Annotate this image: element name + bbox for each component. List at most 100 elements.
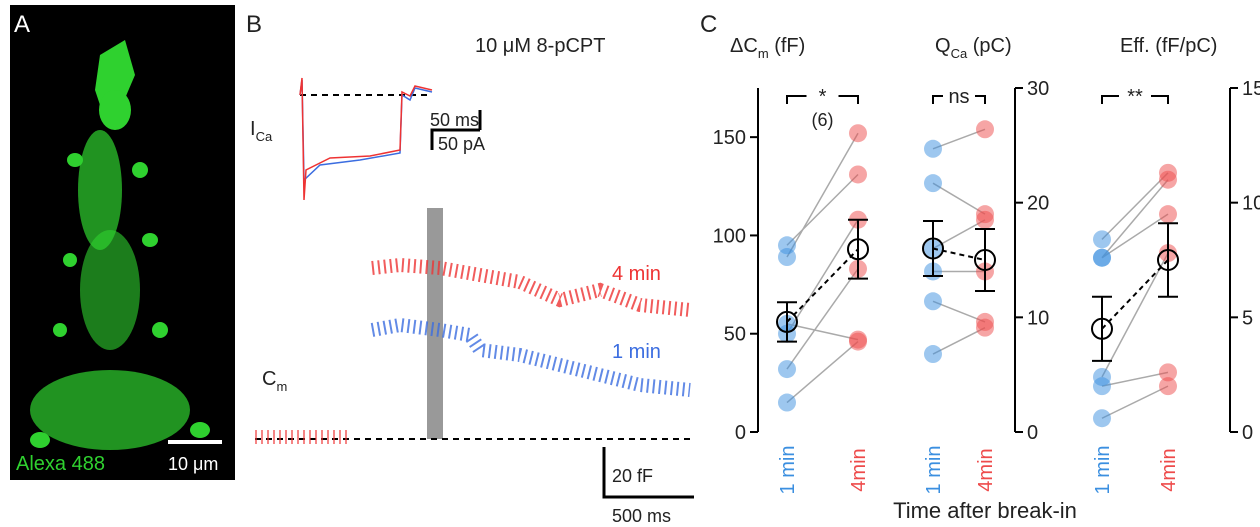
subscript: Ca bbox=[256, 129, 273, 144]
y-tick-label: 100 bbox=[713, 225, 746, 247]
pair-line bbox=[1101, 172, 1169, 240]
point bbox=[849, 330, 867, 349]
mean-point bbox=[922, 237, 944, 260]
pair-line bbox=[786, 341, 859, 404]
y-tick-label: 5 bbox=[1242, 307, 1253, 329]
mean-point bbox=[776, 310, 798, 333]
scale-label: 500 ms bbox=[612, 506, 671, 526]
point bbox=[976, 120, 994, 139]
mean-line bbox=[1101, 259, 1169, 330]
x-tick-label: 4min bbox=[1158, 448, 1180, 491]
panel-label: A bbox=[14, 11, 30, 38]
cm-label: Cm bbox=[262, 368, 287, 394]
scale-label: 50 ms bbox=[430, 110, 479, 130]
scale-label: 10 μm bbox=[168, 454, 218, 474]
point bbox=[976, 210, 994, 229]
pair-line bbox=[1101, 213, 1169, 259]
pair-line bbox=[786, 323, 859, 341]
title-main: ΔC bbox=[730, 35, 758, 57]
mean-point bbox=[1091, 317, 1113, 340]
y-tick-label: 50 bbox=[724, 324, 746, 346]
chart-title: ΔCm (fF) bbox=[730, 35, 805, 61]
significance: ** bbox=[1127, 86, 1143, 108]
point bbox=[924, 139, 942, 158]
point bbox=[924, 292, 942, 311]
y-tick-label: 0 bbox=[735, 422, 746, 444]
mean-line bbox=[786, 248, 859, 323]
significance: ns bbox=[948, 86, 969, 108]
label: I bbox=[250, 118, 256, 140]
point bbox=[924, 345, 942, 364]
title-unit: (fF/pC) bbox=[1150, 35, 1218, 57]
y-tick-label: 10 bbox=[1027, 307, 1049, 329]
cm-trace bbox=[370, 317, 691, 397]
bracket-gap bbox=[806, 93, 839, 99]
mean-point bbox=[1157, 249, 1179, 271]
title-main: Eff. bbox=[1120, 35, 1150, 57]
point bbox=[778, 360, 796, 379]
chart-title: QCa (pC) bbox=[935, 35, 1012, 61]
significance: * bbox=[819, 86, 827, 108]
point bbox=[849, 124, 867, 143]
x-tick-label: 4min bbox=[975, 448, 997, 491]
pair-line bbox=[1101, 385, 1169, 419]
scale-bar bbox=[430, 110, 482, 150]
scale-label: 20 fF bbox=[612, 466, 653, 486]
bracket-gap bbox=[943, 93, 975, 99]
scale-label: 50 pA bbox=[438, 134, 485, 154]
current-label: ICa bbox=[250, 118, 273, 144]
title-sub: m bbox=[758, 46, 769, 61]
x-tick-label: 4min bbox=[848, 448, 870, 491]
error-bar bbox=[1092, 295, 1112, 362]
point bbox=[1159, 205, 1177, 224]
title-sub: Ca bbox=[951, 46, 968, 61]
pair-line bbox=[932, 326, 986, 355]
mean-point bbox=[847, 238, 869, 261]
point bbox=[1159, 170, 1177, 189]
y-tick-label: 20 bbox=[1027, 193, 1049, 215]
x-tick-label: 1 min bbox=[777, 446, 799, 495]
point bbox=[1159, 363, 1177, 382]
point bbox=[778, 393, 796, 412]
pair-line bbox=[786, 132, 859, 258]
point bbox=[976, 318, 994, 337]
panel-label: B bbox=[246, 11, 262, 38]
pair-line bbox=[932, 300, 986, 323]
panel-title: 10 μM 8-pCPT bbox=[475, 35, 605, 57]
y-tick-label: 10 bbox=[1242, 193, 1260, 215]
window bbox=[427, 208, 443, 439]
error-bar bbox=[1158, 222, 1178, 298]
x-tick-label: 1 min bbox=[923, 446, 945, 495]
pair-line bbox=[932, 128, 986, 150]
subscript: m bbox=[276, 379, 287, 394]
chart-title: Eff. (fF/pC) bbox=[1120, 35, 1217, 57]
pair-line bbox=[786, 173, 859, 246]
stain-label: Alexa 488 bbox=[16, 453, 105, 475]
scale-bar bbox=[602, 447, 694, 499]
point bbox=[849, 165, 867, 184]
panel-label: C bbox=[700, 11, 717, 38]
pair-line bbox=[1101, 252, 1169, 378]
point bbox=[1159, 377, 1177, 396]
pair-line bbox=[786, 268, 859, 370]
bracket-gap bbox=[1119, 93, 1151, 99]
pair-line bbox=[1101, 179, 1169, 259]
point bbox=[1093, 377, 1111, 396]
title-unit: (pC) bbox=[967, 35, 1011, 57]
y-tick-label: 0 bbox=[1242, 422, 1253, 444]
error-bar bbox=[848, 218, 868, 280]
cell-image bbox=[30, 40, 210, 450]
error-bar bbox=[975, 228, 995, 292]
point bbox=[1093, 248, 1111, 267]
title-main: Q bbox=[935, 35, 951, 57]
x-tick-label: 1 min bbox=[1092, 446, 1114, 495]
mean-point bbox=[974, 249, 996, 271]
trace-label: 4 min bbox=[612, 263, 661, 285]
y-tick-label: 0 bbox=[1027, 422, 1038, 444]
pair-line bbox=[1101, 371, 1169, 387]
point bbox=[778, 248, 796, 267]
error-bar bbox=[777, 301, 797, 343]
pair-line bbox=[786, 219, 859, 335]
